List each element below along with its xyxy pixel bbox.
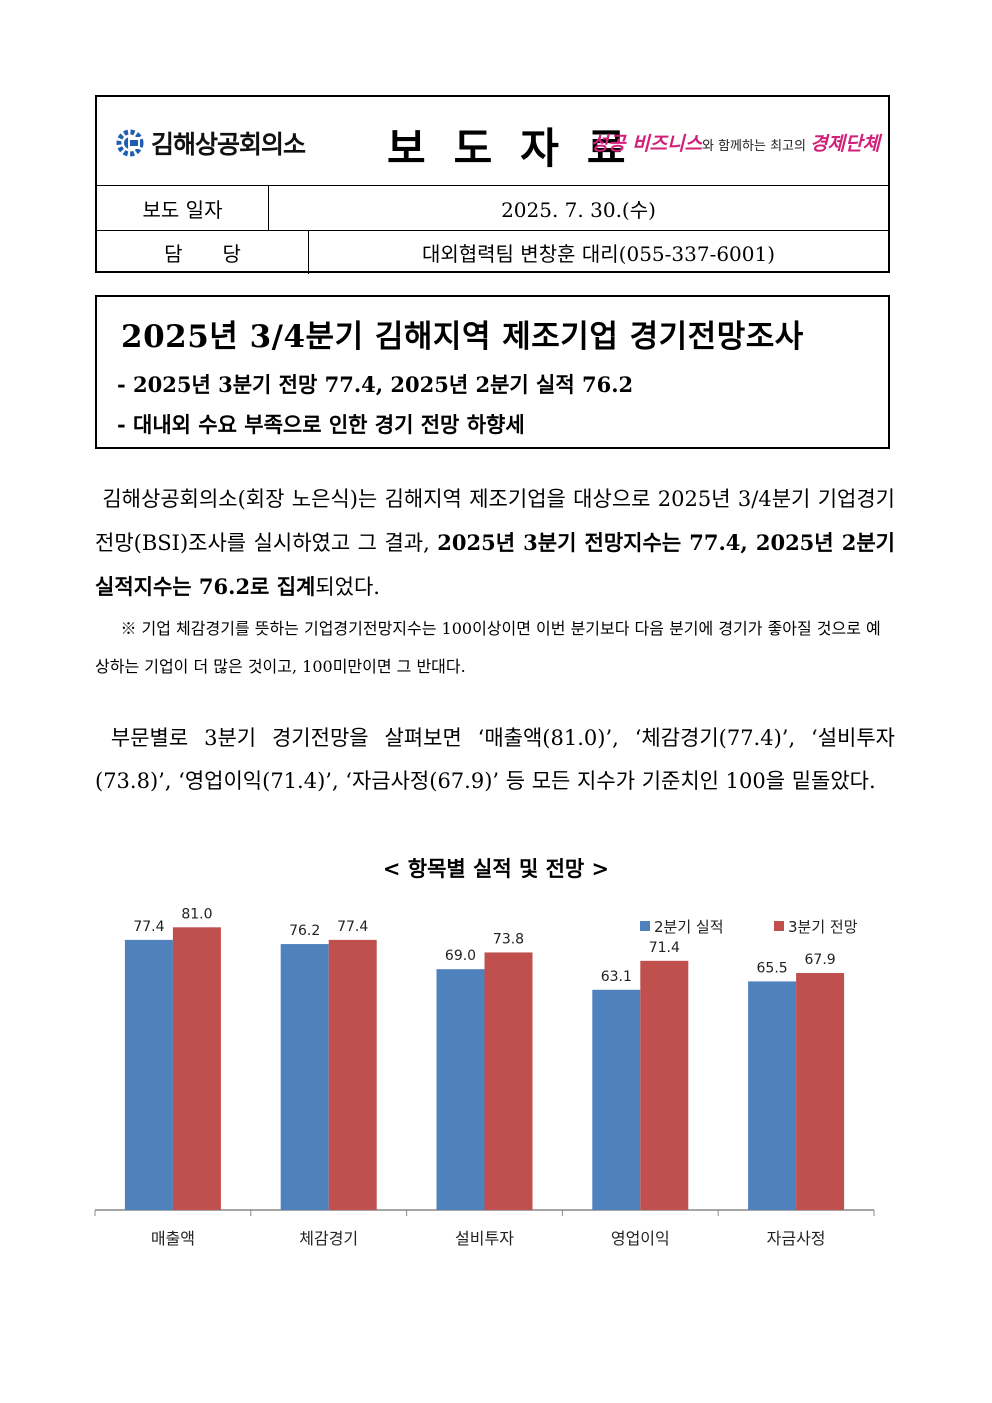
paragraph-2-text: 부문별로 3분기 경기전망을 살펴보면 ‘매출액(81.0)’, ‘체감경기(7…: [95, 726, 895, 793]
bar-q2-actual: [280, 944, 329, 1210]
bar-q3-outlook: [796, 973, 845, 1210]
contact-value: 대외협력팀 변창훈 대리(055-337-6001): [421, 242, 776, 266]
paragraph-1-a: 김해상공회의소(회장 노은식)는 김해지역 제조기업을 대상으로 2025년 3…: [95, 487, 895, 555]
paragraph-1: 김해상공회의소(회장 노은식)는 김해지역 제조기업을 대상으로 2025년 3…: [95, 478, 895, 609]
doc-type-title: 보도자료: [387, 124, 654, 173]
bar-q3-outlook: [640, 960, 689, 1210]
data-label: 69.0: [445, 948, 476, 964]
slogan-part2: 와 함께하는 최고의: [702, 139, 811, 154]
legend-label: 2분기 실적: [654, 918, 724, 936]
bar-q2-actual: [748, 981, 797, 1210]
slogan: 성공 비즈니스와 함께하는 최고의 경제단체: [591, 129, 881, 156]
data-label: 77.4: [337, 919, 368, 935]
category-label: 영업이익: [611, 1229, 670, 1248]
header-banner: 김해상공회의소 보도자료 성공 비즈니스와 함께하는 최고의 경제단체: [97, 97, 888, 186]
contact-row: 담당 대외협력팀 변창훈 대리(055-337-6001): [97, 230, 888, 274]
legend-label: 3분기 전망: [788, 918, 858, 936]
bar-chart: 77.4 81.0 매출액 76.2 77.4 체감경기 69.0 73.8 설비투자 63.1 7…: [94, 906, 875, 1248]
bar-q3-outlook: [484, 952, 533, 1210]
data-label: 77.4: [133, 919, 164, 935]
data-label: 73.8: [493, 931, 524, 947]
org-name: 김해상공회의소: [151, 130, 306, 159]
data-label: 81.0: [181, 906, 212, 922]
data-label: 71.4: [649, 940, 680, 956]
headline-sub1: - 2025년 3분기 전망 77.4, 2025년 2분기 실적 76.2: [117, 372, 634, 397]
paragraph-1-c: 되었다.: [315, 575, 380, 599]
note-text: ※ 기업 체감경기를 뜻하는 기업경기전망지수는 100이상이면 이번 분기보다…: [95, 619, 881, 676]
paragraph-1-bold: 2025년 3분기 전망지수는 77.4, 2025년 2분기 실적지수는 76…: [95, 530, 895, 599]
category-label: 체감경기: [299, 1229, 358, 1248]
data-label: 63.1: [601, 969, 632, 985]
bar-q2-actual: [436, 969, 485, 1210]
category-label: 자금사정: [767, 1229, 826, 1248]
chart-caption: < 항목별 실적 및 전망 >: [382, 856, 610, 881]
headline-sub2: - 대내외 수요 부족으로 인한 경기 전망 하향세: [117, 412, 525, 437]
legend-swatch: [774, 921, 784, 931]
note-paragraph: ※ 기업 체감경기를 뜻하는 기업경기전망지수는 100이상이면 이번 분기보다…: [95, 610, 895, 686]
bar-q2-actual: [124, 939, 173, 1210]
gear-logo-icon: [116, 129, 144, 157]
release-date-row: 보도 일자 2025. 7. 30.(수): [97, 186, 888, 230]
headline-title: 2025년 3/4분기 김해지역 제조기업 경기전망조사: [121, 319, 804, 355]
bar-q3-outlook: [328, 939, 377, 1210]
release-date-label: 보도 일자: [97, 186, 269, 230]
slogan-part1: 성공 비즈니스: [590, 133, 703, 155]
slogan-part3: 경제단체: [810, 133, 880, 155]
org-logo: 김해상공회의소: [115, 125, 306, 161]
headline-box: 2025년 3/4분기 김해지역 제조기업 경기전망조사 - 2025년 3분기…: [95, 295, 890, 449]
release-date-value: 2025. 7. 30.(수): [501, 197, 656, 222]
data-label: 76.2: [289, 923, 320, 939]
bar-q3-outlook: [172, 927, 221, 1210]
press-header: 김해상공회의소 보도자료 성공 비즈니스와 함께하는 최고의 경제단체 보도 일…: [95, 95, 890, 274]
data-label: 65.5: [757, 960, 788, 976]
category-label: 매출액: [151, 1229, 195, 1248]
contact-label: 담당: [97, 231, 309, 274]
bar-q2-actual: [592, 989, 641, 1210]
data-label: 67.9: [805, 952, 836, 968]
legend-swatch: [640, 921, 650, 931]
paragraph-2: 부문별로 3분기 경기전망을 살펴보면 ‘매출액(81.0)’, ‘체감경기(7…: [95, 717, 895, 803]
category-label: 설비투자: [455, 1229, 514, 1248]
